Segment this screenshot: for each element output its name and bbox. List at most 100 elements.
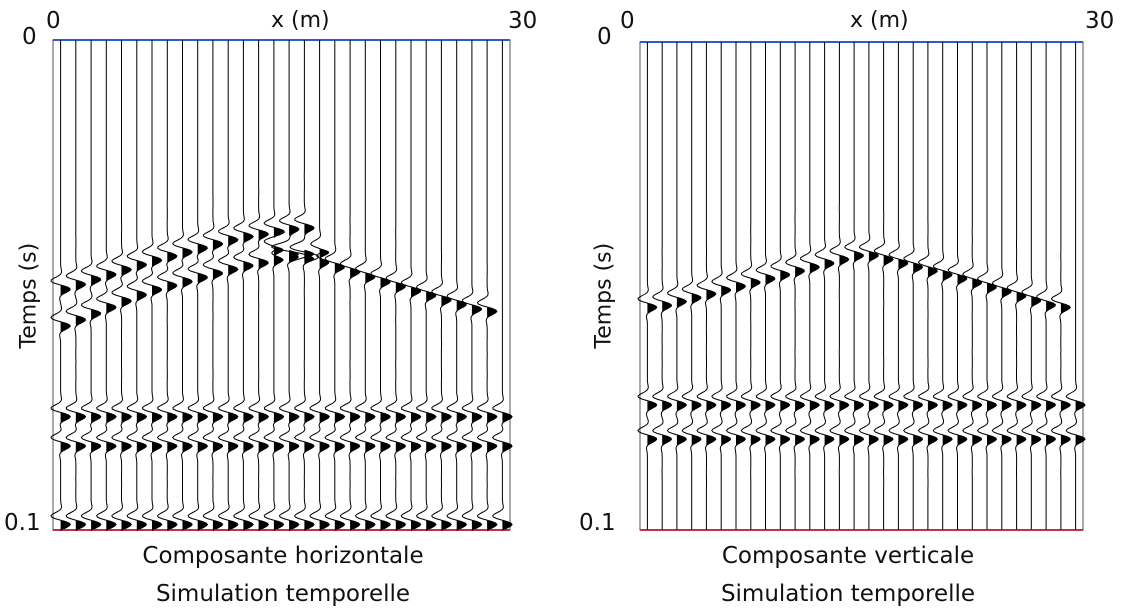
trace-1	[637, 42, 658, 530]
wiggle-peak	[721, 285, 731, 304]
wiggle-peak	[273, 441, 284, 460]
trace-wiggle	[248, 40, 270, 530]
wiggle-peak	[411, 520, 421, 539]
wiggle-peak	[647, 434, 657, 453]
wiggle-peak	[942, 400, 953, 419]
trace-15	[844, 42, 865, 530]
trace-17	[289, 40, 319, 539]
trace-wiggle	[309, 40, 330, 530]
wiggle-peak	[380, 277, 391, 296]
wiggle-peak	[647, 303, 657, 322]
wiggle-peak	[212, 269, 223, 288]
wiggle-peak	[691, 293, 702, 312]
wiggle-peak	[662, 301, 672, 320]
wiggle-peak	[395, 520, 406, 539]
trace-18	[309, 40, 330, 539]
trace-wiggle	[873, 42, 894, 530]
wiggle-peak	[854, 251, 864, 270]
wiggle-peak	[898, 259, 908, 277]
y-tick-0.1: 0.1	[579, 510, 616, 536]
wiggle-peak	[304, 254, 315, 273]
wiggle-peak	[304, 249, 315, 268]
wiggle-peak	[365, 441, 375, 460]
wiggle-peak	[1060, 434, 1071, 453]
trace-wiggle	[991, 42, 1012, 530]
trace-7	[725, 42, 747, 530]
wiggle-peak	[152, 412, 162, 431]
wiggle-peak	[957, 274, 967, 293]
wiggle-peak	[721, 400, 731, 419]
wiggle-peak	[350, 520, 360, 539]
wiggle-peak	[75, 315, 86, 334]
trace-wiggle	[289, 40, 319, 530]
trace-7	[141, 40, 163, 539]
wiggle-peak	[854, 434, 864, 453]
wiggle-peak	[106, 303, 116, 321]
wiggle-peak	[228, 235, 238, 254]
caption-line-2: Simulation temporelle	[155, 581, 411, 607]
wiggle-peak	[411, 286, 421, 305]
wiggle-peak	[736, 400, 746, 419]
wiggle-peak	[750, 434, 761, 453]
wiggle-peak	[304, 441, 315, 460]
wiggle-peak	[780, 400, 790, 419]
trace-9	[755, 42, 776, 530]
wiggle-peak	[972, 434, 982, 453]
wiggle-peak	[350, 267, 360, 286]
wiggle-peak	[106, 520, 116, 539]
wiggle-peak	[471, 520, 482, 539]
trace-13	[814, 42, 835, 530]
wiggle-peak	[60, 285, 71, 303]
wiggle-peak	[380, 520, 391, 539]
wiggle-peak	[662, 400, 672, 419]
wiggle-peak	[780, 434, 790, 453]
trace-wiggle	[263, 40, 286, 530]
wiggle-peak	[152, 441, 162, 460]
trace-28	[1035, 42, 1057, 530]
wiggle-peak	[182, 441, 193, 460]
wiggle-peak	[334, 262, 345, 281]
trace-12	[799, 42, 820, 530]
trace-wiggle	[858, 42, 879, 530]
trace-3	[666, 42, 688, 530]
trace-wiggle	[755, 42, 776, 530]
wiggle-peak	[1060, 303, 1071, 322]
trace-26	[431, 40, 452, 539]
wiggle-peak	[987, 400, 997, 419]
wiggle-peak	[1001, 400, 1012, 419]
wiggle-peak	[471, 412, 482, 431]
wiggle-peak	[942, 270, 953, 289]
wiggle-peak	[913, 262, 923, 281]
trace-22	[947, 42, 968, 530]
wiggle-peak	[350, 412, 360, 431]
wiggle-peak	[676, 434, 687, 453]
wiggle-peak	[426, 291, 436, 310]
wiggle-peak	[1016, 291, 1026, 310]
wiggle-peak	[502, 441, 513, 460]
wiggle-peak	[243, 412, 254, 431]
wiggle-peak	[258, 412, 269, 431]
wiggle-peak	[471, 441, 482, 460]
wiggle-peak	[691, 434, 702, 453]
wiggle-peak	[212, 412, 223, 431]
wiggle-peak	[365, 272, 375, 291]
wiggle-peak	[809, 400, 820, 419]
wiggle-peak	[765, 434, 775, 453]
trace-wiggle	[799, 42, 820, 530]
wiggle-peak	[487, 520, 497, 539]
wiggle-peak	[676, 400, 687, 419]
wiggle-peak	[721, 434, 731, 453]
wiggle-peak	[167, 251, 177, 270]
wiggle-peak	[662, 434, 672, 453]
wiggle-peak	[212, 239, 223, 258]
wiggle-peak	[365, 412, 375, 431]
caption-line-2: Simulation temporelle	[720, 581, 976, 607]
wiggle-peak	[152, 256, 162, 274]
wiggle-peak	[380, 412, 391, 431]
trace-wiggle	[1035, 42, 1057, 530]
wiggle-peak	[121, 412, 132, 431]
wiggle-peak	[319, 258, 330, 277]
wiggle-peak	[706, 289, 716, 308]
wiggle-peak	[197, 520, 208, 539]
wiggle-peak	[60, 441, 71, 460]
